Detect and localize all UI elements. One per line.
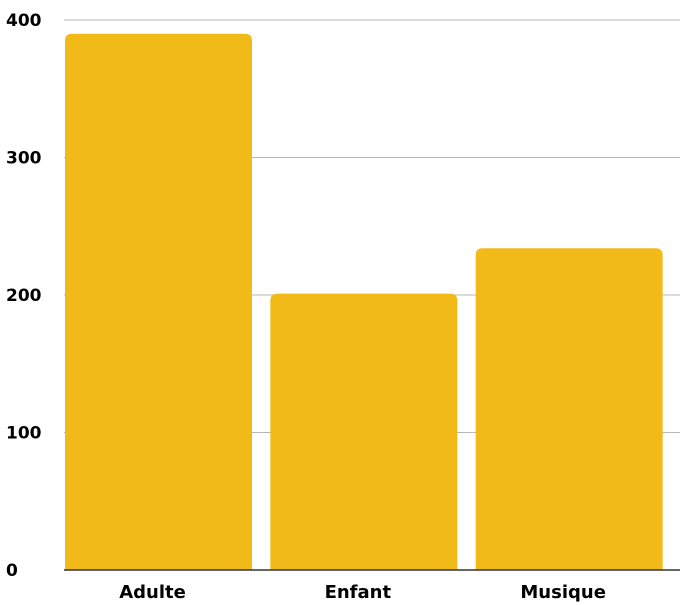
y-axis-tick-labels: 0 100 200 300 400 — [6, 11, 42, 581]
x-category-label: Enfant — [325, 582, 392, 603]
y-tick-label: 300 — [6, 149, 42, 169]
y-tick-label: 200 — [6, 286, 42, 306]
x-axis-category-labels: Adulte Enfant Musique — [119, 582, 606, 603]
x-category-label: Adulte — [119, 582, 186, 603]
bar-musique — [475, 248, 663, 570]
x-category-label: Musique — [520, 582, 606, 603]
bar-enfant — [270, 293, 458, 570]
y-tick-label: 0 — [6, 561, 18, 581]
bars — [65, 33, 663, 570]
bar-adulte — [65, 33, 252, 570]
y-tick-label: 400 — [6, 11, 42, 31]
y-tick-label: 100 — [6, 424, 42, 444]
